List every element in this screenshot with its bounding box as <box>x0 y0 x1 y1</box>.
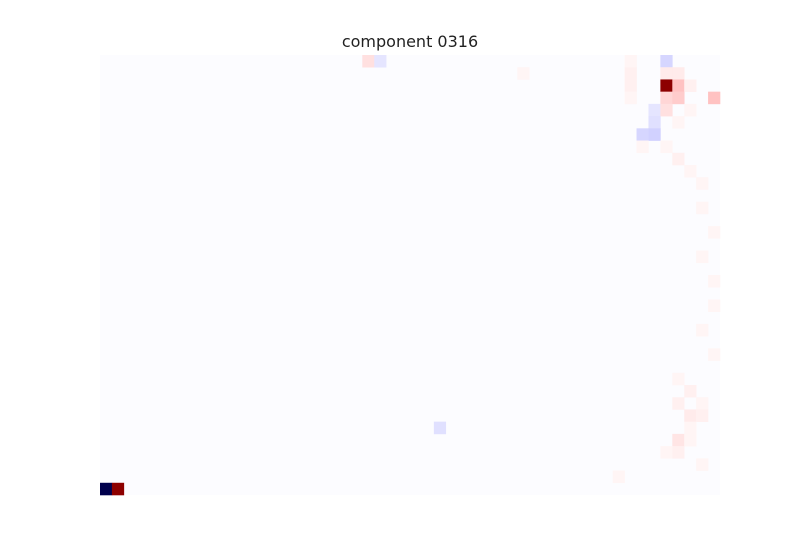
heatmap-cell <box>660 446 673 459</box>
heatmap-cell <box>684 385 697 398</box>
heatmap-cell <box>696 458 709 471</box>
heatmap-cells <box>100 55 721 496</box>
heatmap-cell <box>517 67 530 80</box>
chart-title: component 0316 <box>341 32 479 51</box>
heatmap-cell <box>708 299 721 312</box>
heatmap-cell <box>660 55 673 68</box>
heatmap-field <box>100 55 720 495</box>
heatmap-cell <box>672 79 685 92</box>
heatmap-cell <box>672 446 685 459</box>
heatmap-cell <box>672 91 685 105</box>
heatmap-cell <box>696 201 709 215</box>
heatmap-cell <box>708 226 721 239</box>
heatmap-cell <box>696 177 709 190</box>
heatmap-cell <box>684 409 697 422</box>
heatmap-cell <box>374 55 387 68</box>
heatmap-cell <box>660 140 673 154</box>
heatmap-cell <box>672 116 685 129</box>
heatmap-cell <box>708 275 721 288</box>
heatmap-cell <box>696 323 709 337</box>
heatmap-cell <box>684 79 697 92</box>
heatmap-cell <box>612 470 625 484</box>
heatmap-cell <box>624 79 637 92</box>
heatmap-cell <box>624 55 637 68</box>
heatmap-cell <box>672 433 685 447</box>
heatmap-cell <box>636 140 649 154</box>
heatmap-cell <box>696 397 709 410</box>
heatmap-cell <box>660 79 673 92</box>
heatmap-cell <box>672 152 685 166</box>
heatmap-cell <box>660 91 673 105</box>
heatmap-cell <box>708 348 721 361</box>
heatmap-cell <box>708 91 721 105</box>
heatmap-cell <box>648 116 661 129</box>
heatmap-cell <box>660 103 673 117</box>
heatmap-cell <box>672 372 685 386</box>
heatmap-cell <box>672 397 685 410</box>
heatmap-cell <box>624 91 637 105</box>
heatmap-cell <box>696 409 709 422</box>
heatmap-cell <box>696 250 709 264</box>
heatmap-cell <box>672 67 685 80</box>
heatmap-cell <box>100 482 113 496</box>
heatmap-cell <box>111 482 125 496</box>
heatmap-cell <box>684 165 697 178</box>
heatmap-cell <box>684 421 697 435</box>
heatmap-cell <box>624 67 637 80</box>
heatmap-cell <box>648 103 661 117</box>
heatmap-cell <box>433 421 447 435</box>
heatmap-cell <box>660 67 673 80</box>
heatmap-background <box>100 55 720 495</box>
heatmap-cell <box>636 128 649 141</box>
heatmap-cell <box>648 128 661 141</box>
heatmap-cell <box>684 103 697 117</box>
heatmap-cell <box>362 55 375 68</box>
heatmap-cell <box>684 433 697 447</box>
